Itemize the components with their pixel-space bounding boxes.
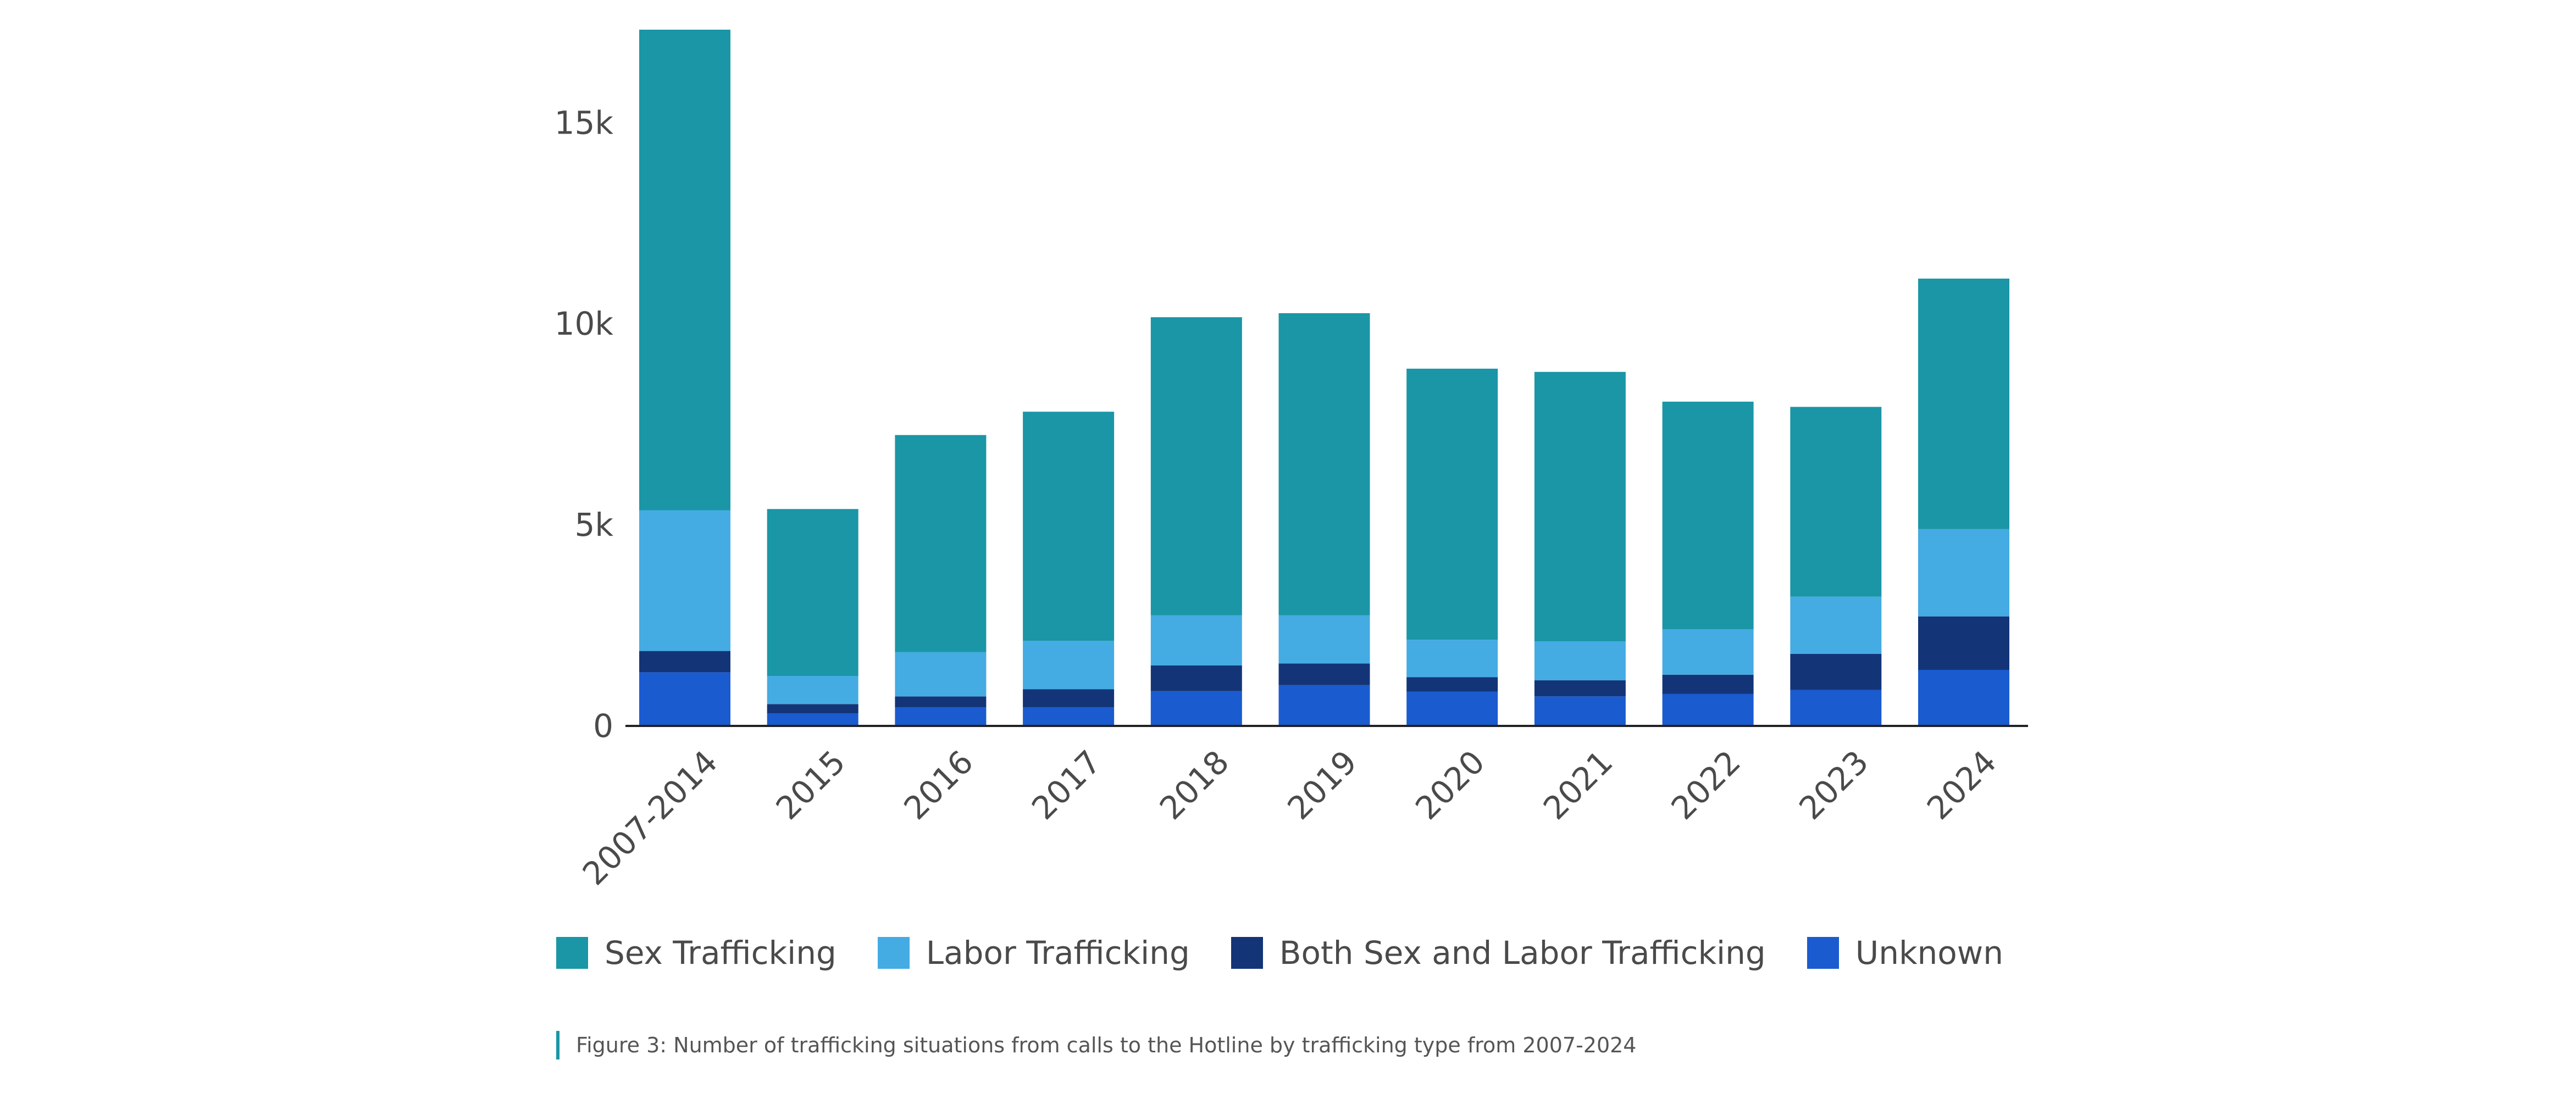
bar-segment-unknown-2021[interactable] bbox=[1534, 696, 1626, 725]
x-tick-label-2007-2014: 2007-2014 bbox=[575, 743, 725, 890]
legend-label-both: Both Sex and Labor Trafficking bbox=[1279, 934, 1766, 972]
bar-segment-sex-trafficking-2015[interactable] bbox=[767, 509, 858, 676]
bar-segment-unknown-2019[interactable] bbox=[1278, 685, 1370, 725]
x-axis-tick-labels: 2007-2014 2015 2016 2017 2018 2019 2020 2021 202… bbox=[575, 743, 2004, 890]
x-tick-label-2022: 2022 bbox=[1664, 743, 1748, 826]
bar-stack-2020[interactable] bbox=[1406, 368, 1498, 725]
x-tick-label-2015: 2015 bbox=[769, 743, 852, 826]
y-tick-label: 5k bbox=[575, 506, 614, 543]
bar-segment-sex-trafficking-2022[interactable] bbox=[1662, 401, 1754, 630]
bar-stack-2015[interactable] bbox=[767, 509, 858, 725]
bar-segment-labor-trafficking-2019[interactable] bbox=[1278, 615, 1370, 664]
bar-segment-unknown-2016[interactable] bbox=[895, 707, 987, 725]
bar-segment-both-sex-and-labor-trafficking-2020[interactable] bbox=[1406, 677, 1498, 692]
legend-swatch-unknown bbox=[1807, 937, 1839, 969]
bar-stack-2018[interactable] bbox=[1150, 317, 1242, 725]
bar-segment-labor-trafficking-2021[interactable] bbox=[1534, 641, 1626, 681]
bar-segment-unknown-2018[interactable] bbox=[1150, 691, 1242, 725]
legend-item-labor-trafficking[interactable]: Labor Trafficking bbox=[877, 934, 1190, 972]
bar-segment-labor-trafficking-2017[interactable] bbox=[1023, 641, 1115, 690]
bar-segment-both-sex-and-labor-trafficking-2017[interactable] bbox=[1023, 689, 1115, 708]
legend-item-unknown[interactable]: Unknown bbox=[1807, 934, 2003, 972]
bar-segment-both-sex-and-labor-trafficking-2024[interactable] bbox=[1918, 616, 2009, 670]
bar-stack-2016[interactable] bbox=[895, 435, 987, 725]
bar-segment-unknown-2024[interactable] bbox=[1918, 670, 2009, 725]
bar-segment-unknown-2015[interactable] bbox=[767, 713, 858, 725]
bar-stack-2007-2014[interactable] bbox=[639, 30, 730, 725]
bar-segment-sex-trafficking-2023[interactable] bbox=[1790, 407, 1882, 597]
bar-segment-unknown-2020[interactable] bbox=[1406, 691, 1498, 725]
legend-item-sex-trafficking[interactable]: Sex Trafficking bbox=[556, 934, 836, 972]
bar-segment-labor-trafficking-2007-2014[interactable] bbox=[639, 510, 730, 651]
legend-item-both[interactable]: Both Sex and Labor Trafficking bbox=[1231, 934, 1766, 972]
bar-segment-both-sex-and-labor-trafficking-2015[interactable] bbox=[767, 704, 858, 714]
bar-segment-both-sex-and-labor-trafficking-2016[interactable] bbox=[895, 696, 987, 708]
bar-segment-unknown-2017[interactable] bbox=[1023, 707, 1115, 725]
bar-segment-labor-trafficking-2024[interactable] bbox=[1918, 529, 2009, 617]
x-tick-label-2021: 2021 bbox=[1536, 743, 1620, 826]
bar-segment-sex-trafficking-2024[interactable] bbox=[1918, 278, 2009, 529]
bar-stack-2021[interactable] bbox=[1534, 371, 1626, 725]
x-tick-label-2024: 2024 bbox=[1920, 743, 2003, 826]
bar-segment-sex-trafficking-2017[interactable] bbox=[1023, 412, 1115, 641]
bar-stack-2017[interactable] bbox=[1023, 412, 1115, 725]
bar-segment-labor-trafficking-2023[interactable] bbox=[1790, 596, 1882, 654]
bar-segment-both-sex-and-labor-trafficking-2007-2014[interactable] bbox=[639, 651, 730, 673]
bar-segment-labor-trafficking-2016[interactable] bbox=[895, 652, 987, 697]
y-tick-label: 10k bbox=[555, 305, 614, 342]
legend-swatch-both bbox=[1231, 937, 1263, 969]
bar-segment-unknown-2022[interactable] bbox=[1662, 694, 1754, 725]
bar-stack-2024[interactable] bbox=[1918, 278, 2009, 725]
bar-stack-2022[interactable] bbox=[1662, 401, 1754, 725]
chart-legend: Sex Trafficking Labor Trafficking Both S… bbox=[556, 934, 2045, 972]
bar-stack-2019[interactable] bbox=[1278, 313, 1370, 725]
bar-segment-labor-trafficking-2015[interactable] bbox=[767, 675, 858, 704]
x-tick-label-2023: 2023 bbox=[1792, 743, 1875, 826]
figure-caption-text: Figure 3: Number of trafficking situatio… bbox=[576, 1033, 1637, 1057]
legend-swatch-sex-trafficking bbox=[556, 937, 588, 969]
legend-label-unknown: Unknown bbox=[1855, 934, 2003, 972]
figure-caption: Figure 3: Number of trafficking situatio… bbox=[556, 1031, 1636, 1059]
bar-segment-unknown-2023[interactable] bbox=[1790, 690, 1882, 725]
bar-segment-both-sex-and-labor-trafficking-2018[interactable] bbox=[1150, 665, 1242, 691]
x-tick-label-2016: 2016 bbox=[896, 743, 980, 826]
y-tick-label: 0 bbox=[593, 707, 613, 745]
bar-stack-2023[interactable] bbox=[1790, 407, 1882, 725]
x-tick-label-2018: 2018 bbox=[1153, 743, 1236, 826]
bar-segment-both-sex-and-labor-trafficking-2023[interactable] bbox=[1790, 653, 1882, 690]
bar-segment-sex-trafficking-2016[interactable] bbox=[895, 435, 987, 652]
y-tick-label: 15k bbox=[555, 104, 614, 141]
legend-label-labor-trafficking: Labor Trafficking bbox=[926, 934, 1190, 972]
bar-stacks bbox=[639, 30, 2009, 725]
legend-label-sex-trafficking: Sex Trafficking bbox=[605, 934, 836, 972]
x-tick-label-2020: 2020 bbox=[1408, 743, 1492, 826]
bar-segment-sex-trafficking-2020[interactable] bbox=[1406, 368, 1498, 640]
bar-segment-labor-trafficking-2022[interactable] bbox=[1662, 629, 1754, 675]
bar-segment-both-sex-and-labor-trafficking-2021[interactable] bbox=[1534, 680, 1626, 697]
bar-segment-sex-trafficking-2018[interactable] bbox=[1150, 317, 1242, 615]
bar-segment-sex-trafficking-2007-2014[interactable] bbox=[639, 30, 730, 511]
bar-segment-sex-trafficking-2021[interactable] bbox=[1534, 371, 1626, 642]
y-axis-tick-labels: 0 5k 10k 15k bbox=[555, 104, 614, 745]
bar-segment-labor-trafficking-2018[interactable] bbox=[1150, 615, 1242, 665]
legend-swatch-labor-trafficking bbox=[877, 937, 910, 969]
bar-segment-both-sex-and-labor-trafficking-2022[interactable] bbox=[1662, 674, 1754, 694]
bar-segment-unknown-2007-2014[interactable] bbox=[639, 672, 730, 725]
x-tick-label-2017: 2017 bbox=[1024, 743, 1108, 826]
bar-segment-both-sex-and-labor-trafficking-2019[interactable] bbox=[1278, 663, 1370, 685]
bar-segment-labor-trafficking-2020[interactable] bbox=[1406, 640, 1498, 678]
x-tick-label-2019: 2019 bbox=[1280, 743, 1364, 826]
bar-segment-sex-trafficking-2019[interactable] bbox=[1278, 313, 1370, 615]
